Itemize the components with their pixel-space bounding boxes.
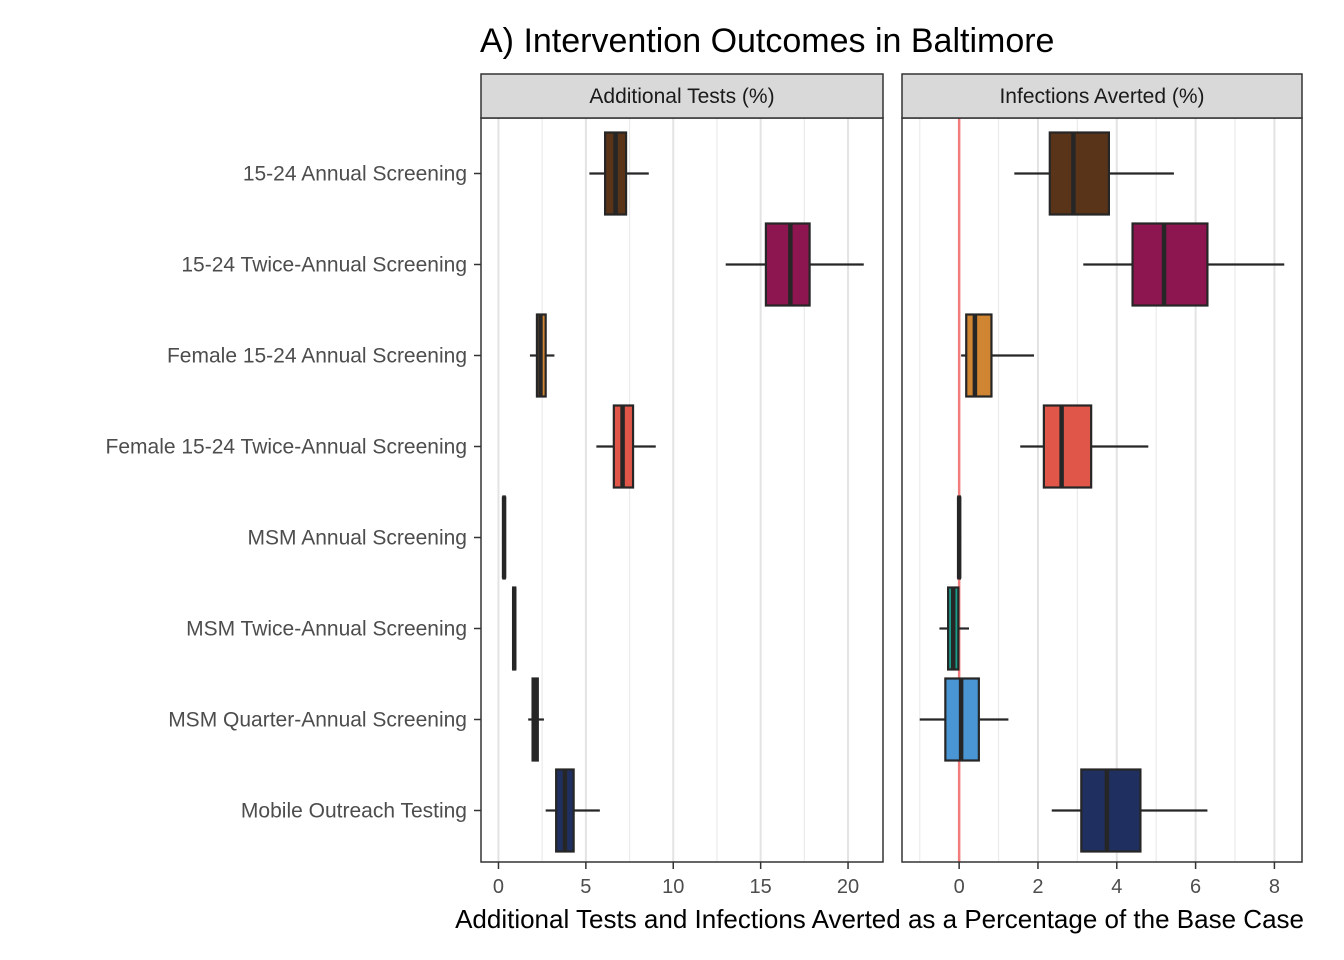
strip-background: [901, 73, 1303, 119]
box-iqr: [965, 313, 993, 398]
x-tick-label: 0: [954, 876, 965, 898]
box-2: [1083, 222, 1285, 307]
x-tick-label: 0: [493, 876, 504, 898]
box-3: [529, 313, 555, 398]
box-5: [501, 495, 507, 580]
box-iqr: [764, 222, 811, 307]
box-4: [596, 404, 656, 489]
box-6: [511, 586, 517, 671]
strip-label: Infections Averted (%): [999, 85, 1204, 108]
box-iqr: [1048, 131, 1110, 216]
panel-1: Additional Tests (%) 0 5 10 15 20: [480, 73, 884, 898]
box-1: [589, 131, 649, 216]
y-tick-label: Mobile Outreach Testing: [241, 800, 467, 823]
box-8: [545, 768, 600, 853]
box-4: [1020, 404, 1149, 489]
box-iqr: [1131, 222, 1209, 307]
x-axis-title: Additional Tests and Infections Averted …: [455, 904, 1304, 934]
box-7: [528, 677, 544, 762]
box-2: [725, 222, 864, 307]
x-tick-label: 15: [750, 876, 772, 898]
strip-background: [480, 73, 884, 119]
box-iqr: [1080, 768, 1142, 853]
strip-label: Additional Tests (%): [589, 85, 774, 108]
panel-2: Infections Averted (%) 0 2 4 6 8: [901, 73, 1303, 898]
x-tick-label: 4: [1111, 876, 1122, 898]
y-tick-label: Female 15-24 Twice-Annual Screening: [106, 436, 467, 459]
box-5: [956, 495, 962, 580]
box-8: [1051, 768, 1208, 853]
box-6: [939, 586, 969, 671]
y-tick-label: MSM Quarter-Annual Screening: [168, 709, 467, 732]
y-tick-label: Female 15-24 Annual Screening: [167, 345, 467, 368]
chart-title: A) Intervention Outcomes in Baltimore: [480, 22, 1054, 60]
y-tick-label: MSM Annual Screening: [248, 527, 467, 550]
y-tick-label: 15-24 Annual Screening: [243, 163, 467, 186]
panel-background: [481, 118, 883, 862]
category-labels: 15-24 Annual Screening 15-24 Twice-Annual…: [106, 163, 481, 823]
box-3: [961, 313, 1035, 398]
box-7: [919, 677, 1009, 762]
y-tick-label: MSM Twice-Annual Screening: [186, 618, 467, 641]
x-tick-label: 6: [1190, 876, 1201, 898]
x-tick-label: 10: [662, 876, 684, 898]
box-1: [1014, 131, 1174, 216]
x-tick-label: 20: [837, 876, 859, 898]
x-tick-label: 8: [1269, 876, 1280, 898]
box-iqr: [1042, 404, 1093, 489]
x-tick-label: 2: [1032, 876, 1043, 898]
x-tick-label: 5: [580, 876, 591, 898]
y-tick-label: 15-24 Twice-Annual Screening: [181, 254, 467, 277]
